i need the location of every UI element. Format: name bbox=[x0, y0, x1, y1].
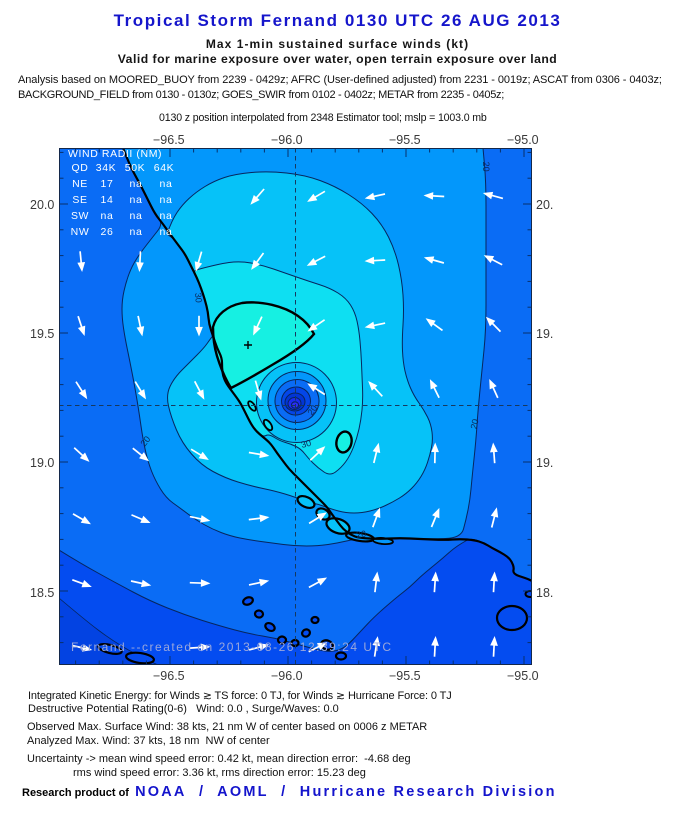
svg-text:na: na bbox=[130, 194, 143, 206]
svg-text:20: 20 bbox=[481, 162, 491, 172]
svg-text:na: na bbox=[160, 194, 173, 206]
svg-text:30: 30 bbox=[193, 292, 204, 303]
svg-text:14: 14 bbox=[101, 194, 114, 206]
svg-text:SE: SE bbox=[72, 194, 87, 206]
svg-text:na: na bbox=[160, 210, 173, 222]
svg-text:NW: NW bbox=[71, 226, 90, 238]
svg-text:na: na bbox=[130, 210, 143, 222]
svg-text:Fernand --created on 2013-08-: Fernand --created on 2013-08-26 12:39:24… bbox=[71, 640, 393, 654]
svg-text:50K: 50K bbox=[125, 162, 145, 174]
svg-text:20: 20 bbox=[138, 434, 152, 448]
svg-text:SW: SW bbox=[71, 210, 89, 222]
svg-text:17: 17 bbox=[101, 178, 114, 190]
svg-text:na: na bbox=[160, 178, 173, 190]
svg-text:na: na bbox=[160, 226, 173, 238]
svg-text:QD: QD bbox=[72, 162, 89, 174]
svg-text:na: na bbox=[130, 226, 143, 238]
svg-text:NE: NE bbox=[72, 178, 88, 190]
svg-text:64K: 64K bbox=[154, 162, 174, 174]
svg-text:na: na bbox=[130, 178, 143, 190]
svg-text:26: 26 bbox=[101, 226, 114, 238]
svg-text:na: na bbox=[101, 210, 114, 222]
svg-text:WIND RADII (NM): WIND RADII (NM) bbox=[68, 148, 162, 160]
svg-text:34K: 34K bbox=[96, 162, 116, 174]
svg-text:20: 20 bbox=[355, 529, 366, 540]
svg-text:30: 30 bbox=[300, 438, 312, 450]
svg-text:20: 20 bbox=[305, 403, 319, 417]
svg-text:20: 20 bbox=[469, 418, 481, 430]
